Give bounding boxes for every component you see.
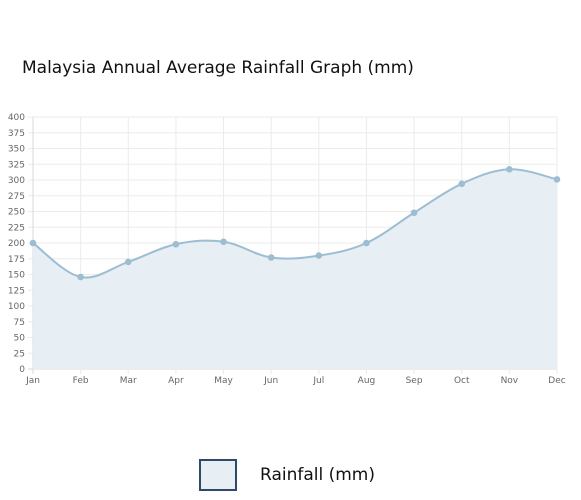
x-tick-label: Feb xyxy=(73,376,89,386)
y-tick-label: 300 xyxy=(8,176,25,186)
x-tick-label: Mar xyxy=(120,376,137,386)
y-tick-label: 175 xyxy=(8,255,25,265)
y-tick-label: 125 xyxy=(8,286,25,296)
data-point-jun[interactable] xyxy=(267,254,275,261)
rainfall-series-line xyxy=(32,168,558,279)
y-tick-label: 25 xyxy=(14,349,25,359)
point-layer xyxy=(29,165,561,281)
y-axis-ticks: 0 25 50 75 100 125 150 175 200 225 250 275 300 325 350… xyxy=(8,113,25,375)
x-tick-label: Jan xyxy=(25,376,40,386)
data-point-feb[interactable] xyxy=(77,273,84,281)
data-point-apr[interactable] xyxy=(172,240,180,248)
y-tick-label: 150 xyxy=(8,271,25,281)
data-point-oct[interactable] xyxy=(458,180,466,188)
x-tick-label: May xyxy=(214,376,233,386)
rainfall-area-chart: 0 25 50 75 100 125 150 175 200 225 250 275 300 325 350… xyxy=(8,113,566,386)
x-axis-ticks: Jan Feb Mar Apr May Jun Jul Aug Sep Oct Nov Dec xyxy=(25,376,566,386)
data-point-may[interactable] xyxy=(220,238,227,246)
data-point-dec[interactable] xyxy=(553,176,561,183)
x-tick-label: Dec xyxy=(548,376,565,386)
y-tick-label: 50 xyxy=(14,334,26,344)
y-tick-label: 200 xyxy=(8,239,25,249)
y-tick-label: 100 xyxy=(8,302,25,312)
data-point-sep[interactable] xyxy=(410,209,418,217)
data-point-mar[interactable] xyxy=(124,258,132,266)
x-tick-label: Apr xyxy=(168,376,184,386)
data-point-jul[interactable] xyxy=(315,252,323,259)
rainfall-area-fill xyxy=(33,169,557,369)
y-tick-label: 275 xyxy=(8,192,25,202)
data-point-nov[interactable] xyxy=(506,165,513,173)
data-point-jan[interactable] xyxy=(29,239,37,247)
chart-title: Malaysia Annual Average Rainfall Graph (… xyxy=(22,58,414,78)
x-tick-label: Sep xyxy=(406,376,423,386)
y-tick-label: 0 xyxy=(19,365,25,375)
x-tick-label: Jun xyxy=(263,376,278,386)
y-tick-label: 250 xyxy=(8,208,25,218)
x-tick-label: Oct xyxy=(454,376,470,386)
y-tick-label: 400 xyxy=(8,113,25,123)
y-tick-label: 75 xyxy=(14,318,25,328)
legend-label: Rainfall (mm) xyxy=(260,465,375,485)
data-point-aug[interactable] xyxy=(363,239,370,247)
area-layer xyxy=(32,168,558,369)
legend: Rainfall (mm) xyxy=(199,459,375,491)
y-tick-label: 225 xyxy=(8,223,25,233)
x-tick-label: Jul xyxy=(312,376,324,386)
x-tick-label: Nov xyxy=(501,376,519,386)
y-tick-label: 350 xyxy=(8,145,25,155)
y-tick-label: 375 xyxy=(8,129,25,139)
y-tick-label: 325 xyxy=(8,160,25,170)
legend-swatch xyxy=(199,459,237,491)
x-tick-label: Aug xyxy=(358,376,376,386)
